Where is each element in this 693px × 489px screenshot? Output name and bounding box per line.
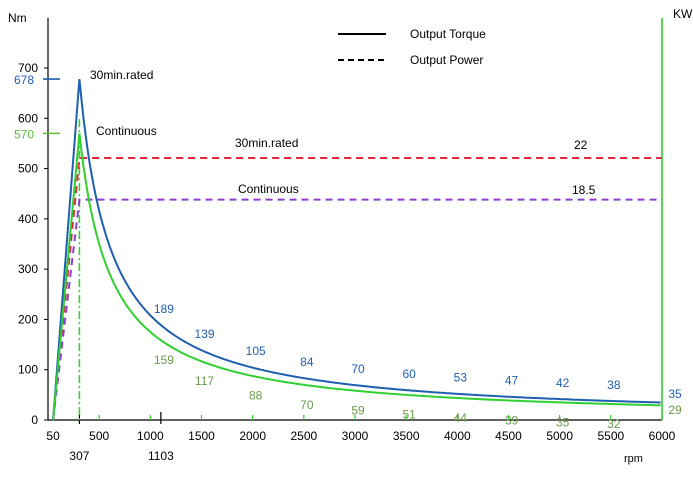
torque-data-label: 42 (556, 376, 570, 390)
annotation-torque-30min: 30min.rated (90, 68, 153, 82)
y-tick-label: 600 (18, 111, 38, 125)
x-tick-label: 1500 (188, 429, 215, 443)
torque-data-label: 70 (351, 362, 365, 376)
power-value-22: 22 (574, 138, 588, 152)
y-marker-label: 570 (14, 127, 34, 141)
power-series-line (52, 157, 662, 421)
torque-data-label: 105 (246, 344, 266, 358)
annotation-torque-continuous: Continuous (96, 124, 157, 138)
x-tick-label: 6000 (649, 429, 676, 443)
y-tick-label: 400 (18, 212, 38, 226)
x-tick-label: 2000 (239, 429, 266, 443)
torque-series-line (52, 133, 661, 421)
power-series-line (52, 198, 662, 421)
x-tick-label: 5500 (597, 429, 624, 443)
legend: Output Torque Output Power (338, 27, 486, 67)
torque-data-label: 35 (668, 387, 682, 401)
annotation-power-30min: 30min.rated (235, 136, 298, 150)
x-tick-label: 2500 (290, 429, 317, 443)
torque-data-label: 117 (195, 374, 214, 388)
x-axis-title: rpm (624, 453, 643, 465)
x-extra-tick-label: 1103 (148, 449, 174, 463)
x-tick-label: 5000 (546, 429, 573, 443)
torque-data-label: 51 (402, 407, 416, 421)
legend-power-label: Output Power (410, 53, 483, 67)
y-left-axis-title: Nm (8, 11, 27, 25)
torque-data-label: 84 (300, 355, 314, 369)
torque-data-label: 32 (607, 417, 621, 431)
x-tick-label: 4000 (444, 429, 471, 443)
x-extra-tick-label: 307 (69, 449, 89, 463)
torque-data-label: 88 (249, 389, 263, 403)
y-tick-label: 500 (18, 162, 38, 176)
torque-data-label: 59 (351, 403, 365, 417)
x-tick-label: 3500 (393, 429, 420, 443)
torque-data-label: 44 (454, 411, 468, 425)
torque-data-label: 53 (454, 370, 468, 384)
x-tick-label: 500 (89, 429, 109, 443)
annotation-power-continuous: Continuous (238, 182, 299, 196)
x-tick-label: 4500 (495, 429, 522, 443)
torque-data-label: 60 (402, 367, 416, 381)
torque-data-label: 159 (154, 353, 174, 367)
y-tick-label: 200 (18, 312, 38, 326)
x-tick-label: 1000 (137, 429, 164, 443)
power-value-18-5: 18.5 (572, 183, 596, 197)
y-right-axis-title: KW (673, 7, 693, 21)
torque-data-label: 189 (154, 302, 174, 316)
y-tick-label: 300 (18, 262, 38, 276)
torque-data-label: 39 (505, 413, 519, 427)
y-marker-label: 678 (14, 73, 34, 87)
y-tick-label: 100 (18, 363, 38, 377)
legend-torque-label: Output Torque (410, 27, 486, 41)
x-tick-label: 3000 (342, 429, 369, 443)
y-tick-label: 0 (31, 413, 38, 427)
torque-data-label: 29 (668, 403, 682, 417)
torque-data-label: 35 (556, 415, 570, 429)
torque-data-label: 139 (194, 327, 214, 341)
torque-series-line (52, 78, 661, 421)
torque-data-label: 70 (300, 398, 314, 412)
torque-data-label: 47 (505, 373, 519, 387)
x-tick-label: 50 (46, 429, 60, 443)
y-tick-label: 700 (18, 61, 38, 75)
torque-data-label: 38 (607, 378, 621, 392)
